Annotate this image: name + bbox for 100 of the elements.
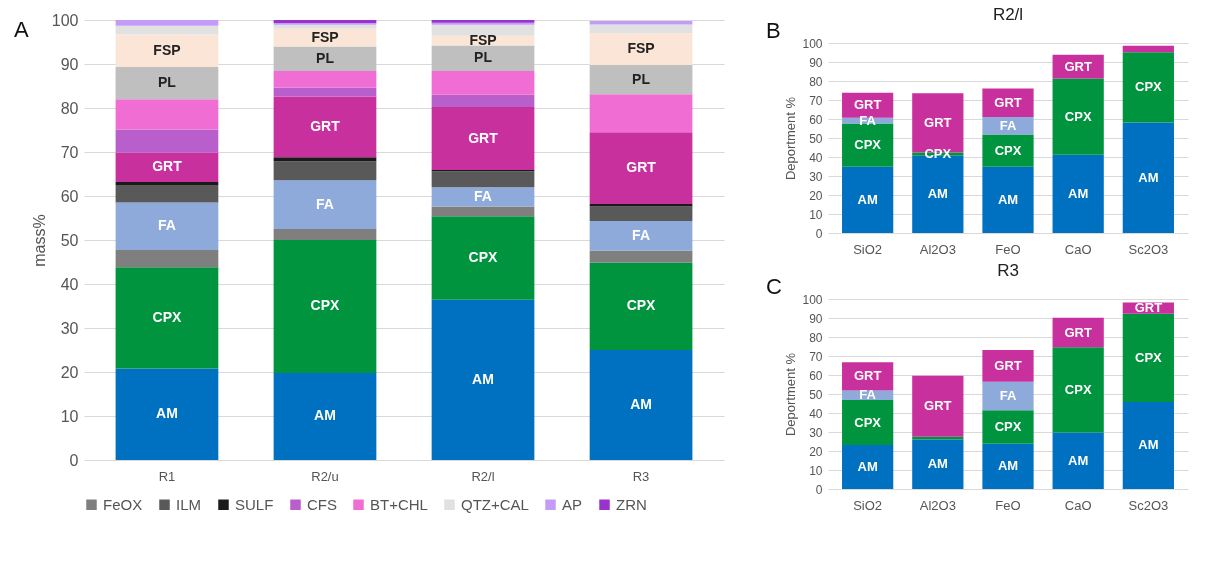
bar: [982, 410, 1034, 444]
bar: [273, 157, 377, 162]
x-tick-label: SiO2: [853, 241, 883, 257]
y-tick-label: 40: [809, 150, 823, 165]
bar: [115, 185, 219, 203]
bar: [982, 166, 1034, 233]
data-label: FA: [158, 217, 176, 234]
y-tick-label: 80: [809, 330, 823, 345]
y-tick-label: 100: [51, 11, 79, 29]
data-label: AM: [1068, 452, 1089, 468]
y-tick-label: 90: [809, 55, 823, 70]
legend-label: ZRN: [616, 495, 647, 513]
bar: [982, 117, 1034, 135]
bar: [842, 166, 894, 233]
y-tick-label: 70: [809, 349, 823, 364]
data-label: FA: [632, 226, 650, 243]
text: B: [766, 18, 781, 43]
bar: [982, 443, 1034, 489]
y-tick-label: 20: [809, 444, 823, 459]
bar: [431, 187, 535, 207]
y-tick-label: 20: [809, 188, 823, 203]
x-tick-label: R2/l: [471, 468, 495, 484]
x-tick-label: CaO: [1064, 497, 1092, 513]
x-tick-label: SiO2: [853, 497, 883, 513]
data-label: AM: [997, 191, 1019, 207]
bar: [982, 381, 1034, 411]
data-label: AM: [857, 459, 878, 475]
bar: [273, 240, 377, 373]
data-label: GRT: [310, 117, 341, 134]
y-tick-label: 60: [809, 368, 823, 383]
data-label: CPX: [1134, 79, 1163, 95]
data-label: CPX: [468, 249, 499, 266]
bar: [431, 94, 535, 108]
y-tick-label: 70: [809, 93, 823, 108]
data-label: AM: [1138, 169, 1159, 185]
bar: [589, 221, 693, 251]
data-label: PL: [158, 74, 177, 91]
bar: [589, 206, 693, 222]
chart-title: R3: [997, 261, 1019, 280]
data-label: FSP: [153, 41, 181, 58]
data-label: CPX: [1134, 349, 1163, 365]
data-label: FSP: [469, 31, 497, 48]
y-tick-label: 20: [60, 363, 79, 381]
data-label: AM: [472, 370, 494, 387]
x-tick-label: FeO: [995, 241, 1021, 257]
y-axis-title: Deportment %: [783, 352, 799, 437]
y-tick-label: 60: [60, 187, 79, 205]
data-label: FSP: [311, 28, 339, 45]
y-tick-label: 30: [809, 425, 823, 440]
bar: [589, 203, 693, 207]
bar: [115, 152, 219, 182]
y-tick-label: 90: [60, 55, 79, 73]
data-label: GRT: [1134, 300, 1163, 316]
bar: [273, 96, 377, 158]
bar: [982, 134, 1034, 167]
data-label: GRT: [924, 398, 952, 414]
x-tick-label: Sc2O3: [1128, 497, 1169, 513]
data-label: CPX: [994, 142, 1022, 158]
data-label: AM: [857, 191, 878, 207]
y-tick-label: 10: [809, 207, 823, 222]
legend-label: ILM: [176, 495, 202, 513]
data-label: GRT: [152, 158, 183, 175]
y-tick-label: 50: [809, 131, 823, 146]
text: C: [766, 274, 782, 299]
legend-label: FeOX: [103, 495, 143, 513]
legend-label: SULF: [235, 495, 274, 513]
bar: [912, 439, 964, 489]
data-label: GRT: [1064, 324, 1092, 340]
bar: [1052, 154, 1104, 233]
data-label: FA: [474, 187, 492, 204]
bar: [589, 132, 693, 204]
y-tick-label: 30: [809, 169, 823, 184]
bar: [842, 445, 894, 489]
bar: [589, 33, 693, 65]
bar: [431, 171, 535, 188]
bar: [589, 64, 693, 95]
data-label: AM: [630, 396, 652, 412]
bar: [1122, 313, 1174, 402]
data-label: FSP: [627, 40, 655, 57]
bar: [273, 87, 377, 97]
bar: [589, 350, 693, 460]
data-label: CPX: [310, 297, 341, 314]
y-tick-label: 0: [815, 226, 823, 241]
x-tick-label: Sc2O3: [1128, 241, 1169, 257]
y-axis-title: mass%: [30, 214, 48, 267]
data-label: GRT: [994, 94, 1022, 110]
bar: [431, 107, 535, 171]
data-label: AM: [1068, 185, 1089, 201]
data-label: FA: [999, 117, 1017, 133]
data-label: GRT: [468, 129, 499, 146]
data-label: AM: [314, 407, 336, 424]
bar: [115, 250, 219, 268]
data-label: AM: [997, 458, 1019, 474]
bar: [115, 25, 219, 35]
data-label: PL: [632, 70, 651, 87]
data-label: GRT: [1064, 58, 1092, 74]
bar: [431, 45, 535, 72]
bar: [842, 123, 894, 167]
data-label: PL: [316, 49, 335, 66]
x-tick-label: FeO: [995, 497, 1021, 513]
